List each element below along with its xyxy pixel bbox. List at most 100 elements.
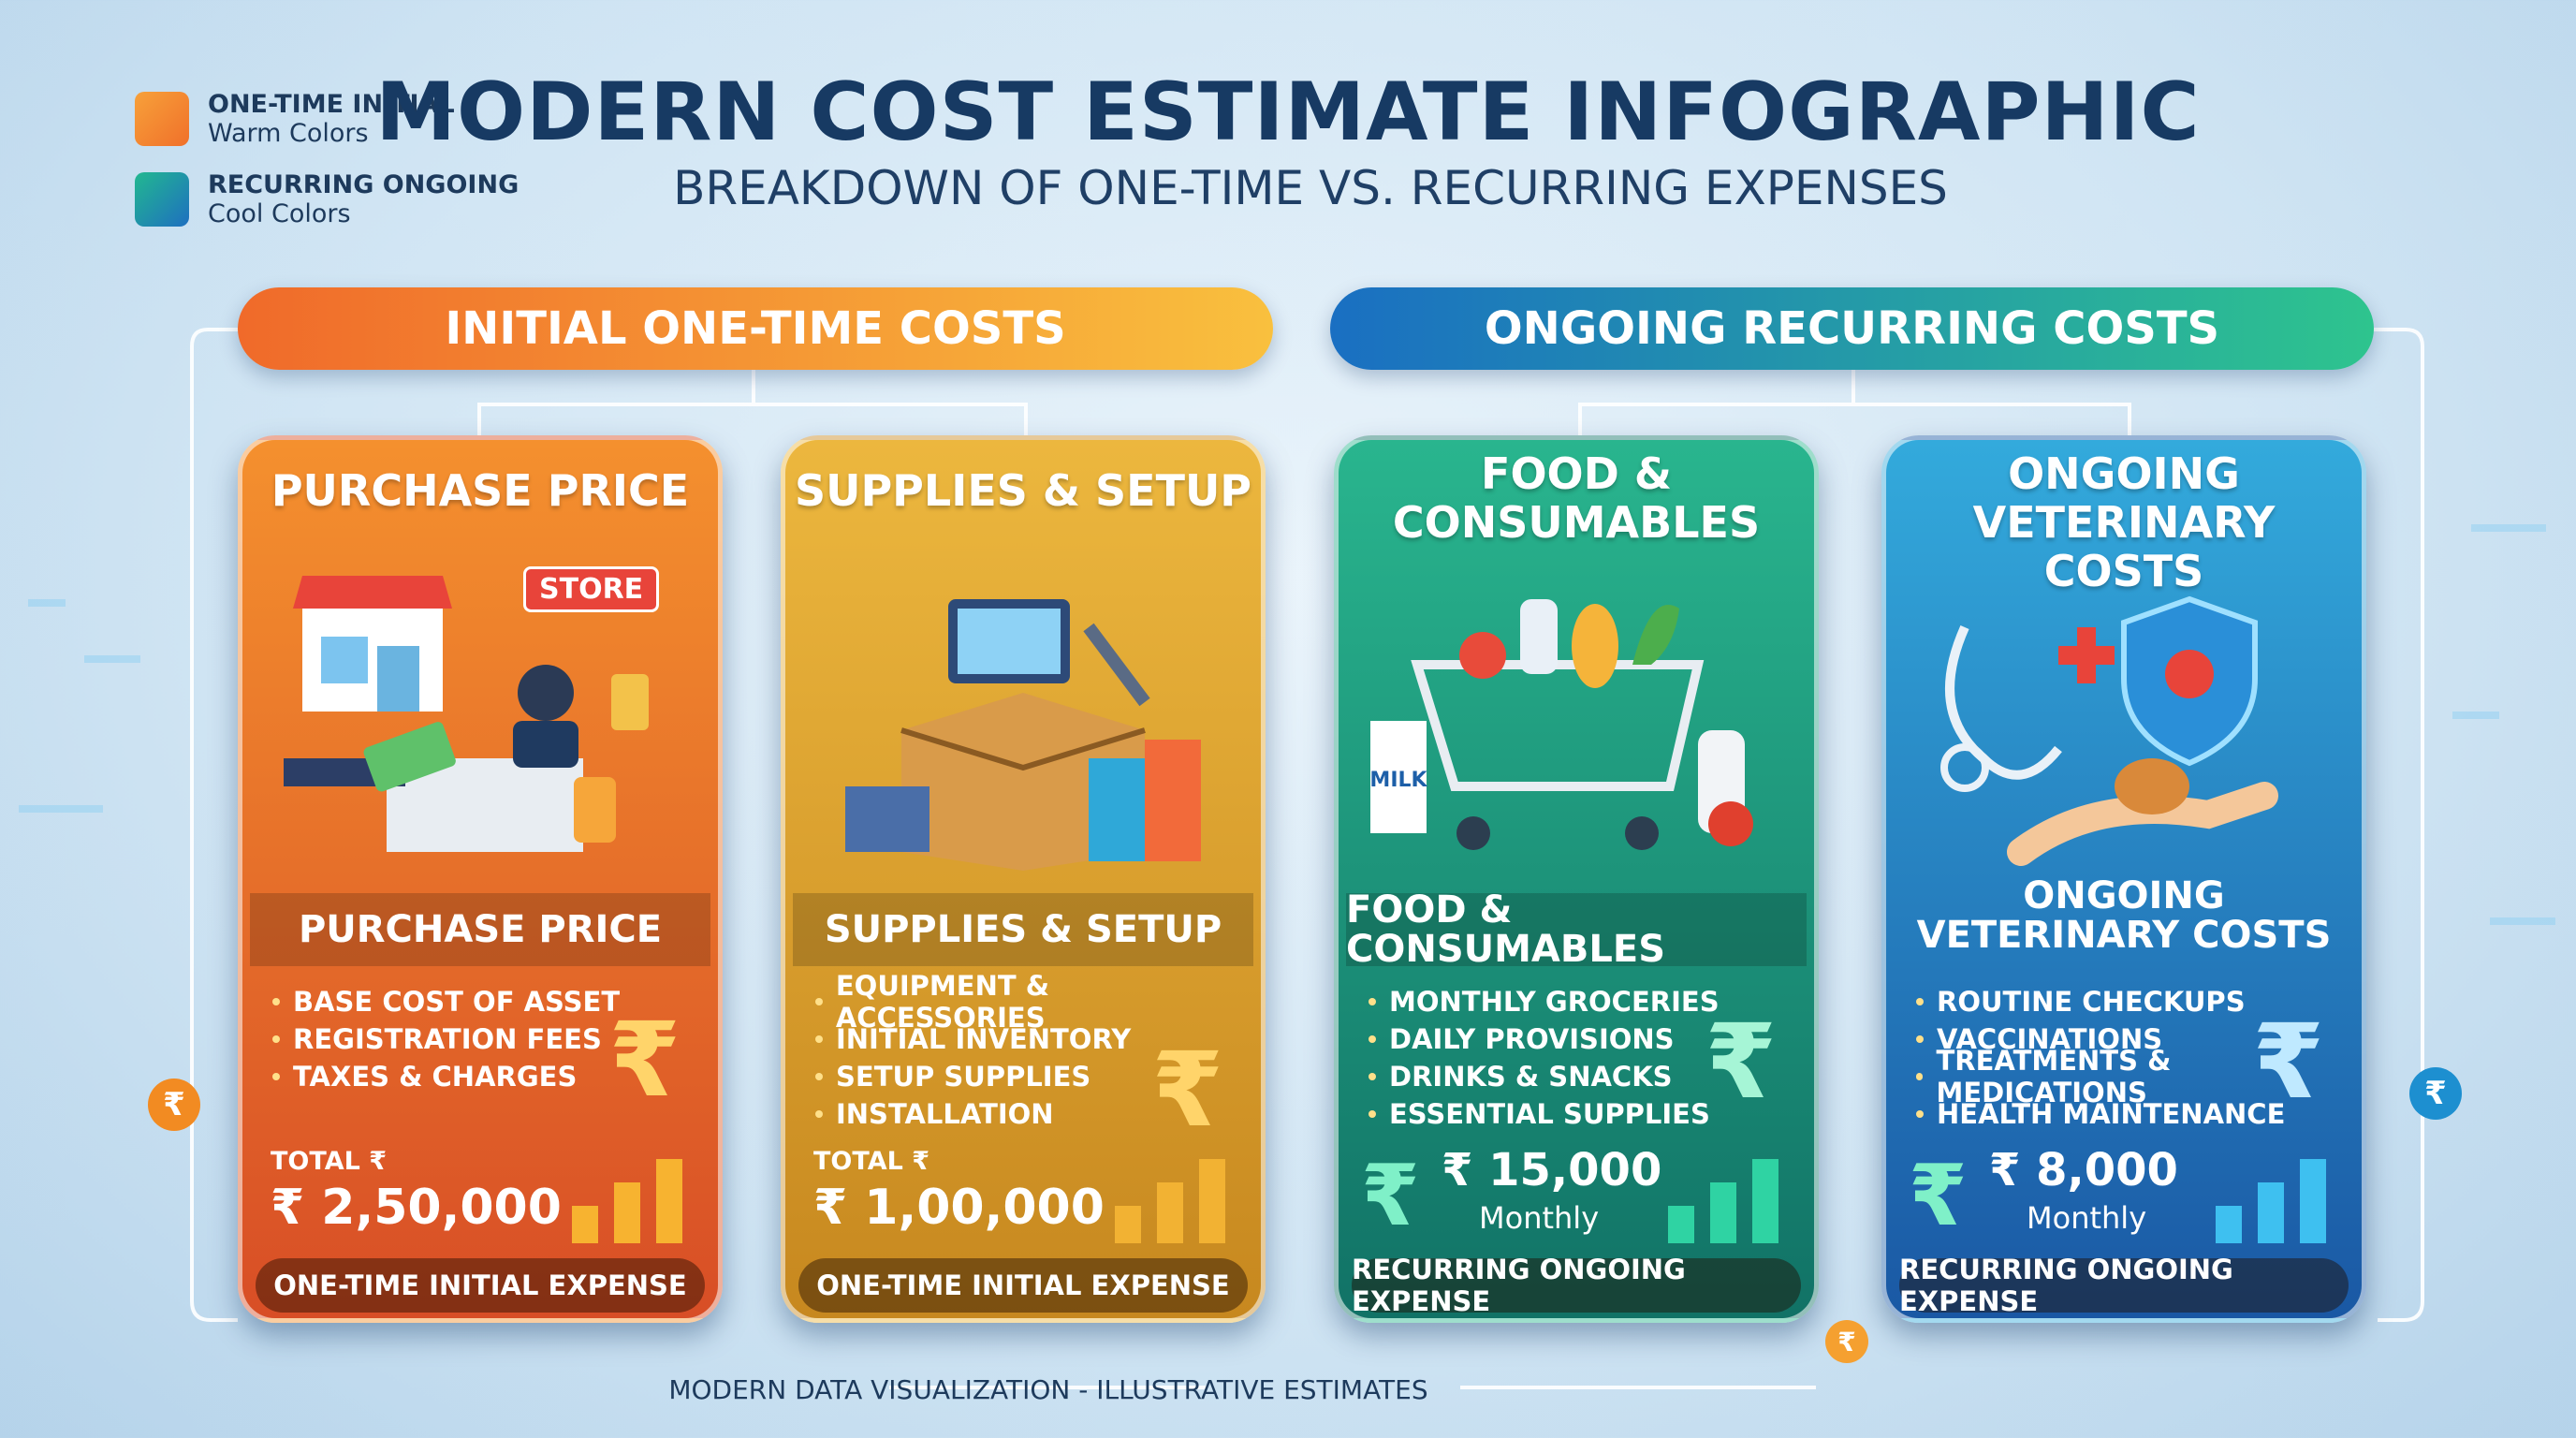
card-title-line: PURCHASE PRICE	[271, 465, 690, 516]
card-footer: ONE-TIME INITIAL EXPENSE	[256, 1258, 705, 1313]
legend-entry: RECURRING ONGOING Cool Colors	[135, 170, 519, 228]
item: ESSENTIAL SUPPLIES	[1368, 1095, 1720, 1133]
total-label: TOTAL ₹	[813, 1147, 929, 1176]
total-label: TOTAL ₹	[271, 1147, 387, 1176]
card-heading-line: VETERINARY COSTS	[1916, 914, 2332, 957]
illustration	[1940, 595, 2278, 866]
item-text: MONTHLY GROCERIES	[1389, 986, 1720, 1018]
card-title: SUPPLIES & SETUP	[785, 466, 1261, 515]
coin-icon: ₹	[2409, 1067, 2462, 1120]
card-title-line: ONGOING	[2008, 448, 2240, 499]
card-title: PURCHASE PRICE	[242, 466, 718, 515]
item-text: ESSENTIAL SUPPLIES	[1389, 1098, 1710, 1130]
item: REGISTRATION FEES	[272, 1020, 620, 1058]
card-title-line: VETERINARY COSTS	[1972, 497, 2276, 596]
bullet	[272, 998, 280, 1005]
item: INSTALLATION	[815, 1095, 1261, 1133]
card-heading-line: FOOD & CONSUMABLES	[1346, 888, 1665, 971]
subtitle: BREAKDOWN OF ONE-TIME VS. RECURRING EXPE…	[673, 161, 1948, 215]
bullet	[1368, 1110, 1376, 1118]
item-text: REGISTRATION FEES	[293, 1023, 602, 1055]
bullet	[815, 1073, 823, 1080]
illustration	[284, 576, 649, 852]
card-heading: ONGOING VETERINARY COSTS	[1894, 865, 2354, 966]
item: TAXES & CHARGES	[272, 1058, 620, 1095]
card-footer: RECURRING ONGOING EXPENSE	[1899, 1254, 2349, 1317]
item-text: TAXES & CHARGES	[293, 1061, 578, 1093]
currency-icon: ₹	[1909, 1147, 1968, 1245]
item: DRINKS & SNACKS	[1368, 1058, 1720, 1095]
item: VACCINATIONS	[1916, 1020, 2362, 1058]
item-text: DAILY PROVISIONS	[1389, 1023, 1675, 1055]
total: ₹ 8,000	[1989, 1144, 2178, 1196]
card-title-line: SUPPLIES & SETUP	[794, 465, 1252, 516]
item: SETUP SUPPLIES	[815, 1058, 1261, 1095]
illustration: MILK	[1369, 599, 1753, 850]
legend-subtitle: Warm Colors	[208, 119, 369, 148]
group-header: ONGOING RECURRING COSTS	[1330, 287, 2374, 370]
illustration-label: MILK	[1369, 769, 1427, 792]
item-text: TREATMENTS & MEDICATIONS	[1936, 1045, 2172, 1108]
card-heading-line: ONGOING	[2023, 874, 2225, 917]
decor-bars	[1668, 1159, 1778, 1243]
cost-card: SUPPLIES & SETUP SUPPLIES & SETUP EQUIPMEN…	[781, 435, 1266, 1323]
item: INITIAL INVENTORY	[815, 1020, 1261, 1058]
item: BASE COST OF ASSET	[272, 983, 620, 1020]
item-text: INITIAL INVENTORY	[836, 1023, 1132, 1055]
cost-card: FOOD & CONSUMABLES MILK FOOD & CONSUMABLES M…	[1334, 435, 1819, 1323]
item-list: ROUTINE CHECKUPS VACCINATIONS TREATMENTS &…	[1916, 983, 2362, 1133]
bullet	[1368, 998, 1376, 1005]
currency-icon: ₹	[608, 1000, 681, 1120]
bullet	[1368, 1073, 1376, 1080]
card-heading: PURCHASE PRICE	[250, 893, 710, 966]
item-list: BASE COST OF ASSET REGISTRATION FEES TAXES…	[272, 983, 620, 1095]
item-list: EQUIPMENT & ACCESSORIES INITIAL INVENTORY…	[815, 970, 1261, 1133]
item-text: EQUIPMENT & ACCESSORIES	[835, 970, 1050, 1034]
currency-icon: ₹	[1705, 1002, 1777, 1122]
card-title: ONGOING VETERINARY COSTS	[1886, 449, 2362, 595]
legend-subtitle: Cool Colors	[208, 199, 351, 228]
item-text: HEALTH MAINTENANCE	[1937, 1098, 2286, 1130]
bullet	[1916, 1110, 1924, 1118]
item: DAILY PROVISIONS	[1368, 1020, 1720, 1058]
legend-title: RECURRING ONGOING	[208, 170, 520, 199]
legend-title: ONE-TIME INITIAL	[208, 90, 455, 119]
item-text: ROUTINE CHECKUPS	[1937, 986, 2246, 1018]
item-text: VACCINATIONS	[1937, 1023, 2163, 1055]
card-heading: SUPPLIES & SETUP	[793, 893, 1253, 966]
period: Monthly	[2027, 1200, 2147, 1236]
item: EQUIPMENT & ACCESSORIES	[815, 970, 1261, 1034]
bullet	[815, 1110, 823, 1118]
bullet	[1916, 1073, 1924, 1080]
decor-bars	[572, 1159, 682, 1243]
cost-card: ONGOING VETERINARY COSTS ONGOING VETERINARY…	[1881, 435, 2366, 1323]
card-footer: ONE-TIME INITIAL EXPENSE	[798, 1258, 1248, 1313]
cost-card: PURCHASE PRICE STORE PURCHASE PRICE BASE CO…	[238, 435, 723, 1323]
bullet	[815, 998, 823, 1005]
coin-icon: ₹	[148, 1078, 200, 1131]
group-header: INITIAL ONE-TIME COSTS	[238, 287, 1273, 370]
total: ₹ 15,000	[1442, 1144, 1662, 1196]
item: HEALTH MAINTENANCE	[1916, 1095, 2362, 1133]
card-title: FOOD & CONSUMABLES	[1339, 449, 1814, 547]
total: ₹ 2,50,000	[271, 1180, 562, 1236]
bullet	[815, 1035, 823, 1043]
decor-bars	[1115, 1159, 1225, 1243]
coin-icon: ₹	[1825, 1320, 1868, 1363]
illustration	[845, 599, 1201, 871]
currency-icon: ₹	[2252, 1002, 2324, 1122]
illustration-label: STORE	[523, 566, 660, 612]
card-title-line: FOOD &	[1481, 448, 1672, 499]
card-title-line: CONSUMABLES	[1392, 497, 1761, 548]
legend-entry: ONE-TIME INITIAL Warm Colors	[135, 90, 455, 148]
title: MODERN COST ESTIMATE INFOGRAPHIC	[375, 66, 2201, 159]
card-heading: FOOD & CONSUMABLES	[1346, 888, 1807, 971]
bullet	[1916, 998, 1924, 1005]
bullet	[1368, 1035, 1376, 1043]
bullet	[272, 1073, 280, 1080]
total: ₹ 1,00,000	[813, 1180, 1105, 1236]
item-text: BASE COST OF ASSET	[293, 986, 621, 1018]
item: ROUTINE CHECKUPS	[1916, 983, 2362, 1020]
